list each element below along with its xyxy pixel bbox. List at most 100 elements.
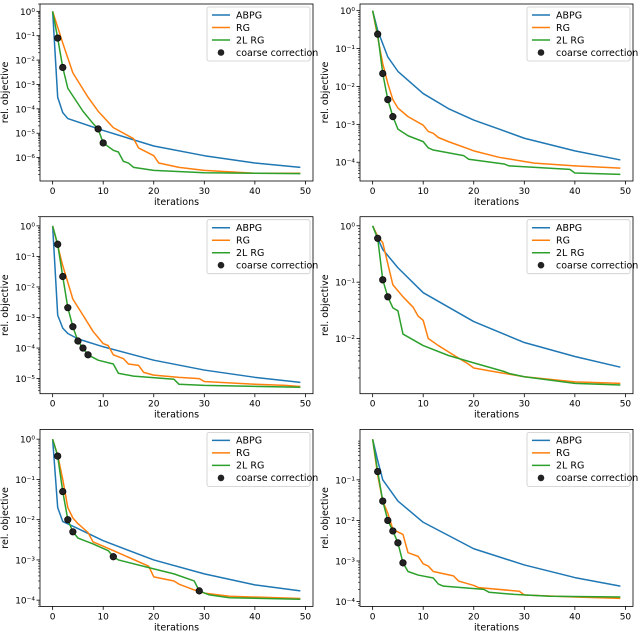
series-line-abpg bbox=[371, 225, 621, 368]
legend-label: coarse correction bbox=[236, 473, 318, 484]
coarse-correction-marker bbox=[69, 323, 77, 331]
x-tick-label: 40 bbox=[569, 400, 581, 410]
series-line-abpg bbox=[51, 11, 301, 169]
x-tick-label: 30 bbox=[199, 400, 211, 410]
x-axis-label: iterations bbox=[474, 410, 519, 421]
coarse-correction-marker bbox=[54, 34, 62, 42]
legend-marker bbox=[537, 261, 545, 269]
legend-label: ABPG bbox=[236, 436, 262, 447]
coarse-correction-marker bbox=[394, 539, 402, 547]
series-line-rg bbox=[371, 10, 621, 169]
coarse-correction-marker bbox=[94, 125, 102, 133]
coarse-correction-marker bbox=[384, 516, 392, 525]
x-tick-label: 30 bbox=[199, 187, 211, 197]
legend-marker bbox=[537, 49, 545, 56]
legend-label: RG bbox=[556, 236, 570, 247]
plot-area bbox=[371, 10, 621, 176]
subplot-1: 10⁰ 10⁻¹ 10⁻² 10⁻³ 10⁻⁴ 10⁻⁵ 10⁻⁶ 0 10 20 30 40 50 it… bbox=[0, 3, 318, 208]
coarse-correction-marker bbox=[109, 553, 117, 561]
coarse-correction-marker bbox=[379, 69, 387, 78]
coarse-correction-marker bbox=[54, 240, 62, 248]
y-tick-label: 10⁻² bbox=[335, 517, 355, 527]
coarse-correction-marker bbox=[84, 351, 92, 359]
legend-label: ABPG bbox=[556, 436, 582, 447]
legend-label: coarse correction bbox=[236, 48, 318, 59]
x-tick-label: 50 bbox=[300, 187, 312, 197]
y-tick-label: 10⁻¹ bbox=[15, 32, 35, 42]
y-tick-label: 10⁻² bbox=[335, 335, 355, 345]
x-tick-label: 50 bbox=[620, 612, 632, 622]
y-axis-label: rel. objective bbox=[320, 62, 331, 124]
series-line-rg bbox=[371, 439, 621, 600]
x-tick-label: 0 bbox=[50, 400, 56, 410]
y-tick-label: 10⁻³ bbox=[15, 81, 35, 91]
y-axis-label: rel. objective bbox=[0, 274, 11, 336]
y-tick-label: 10⁻⁴ bbox=[15, 345, 35, 355]
y-axis-label: rel. objective bbox=[320, 487, 331, 549]
x-tick-label: 10 bbox=[97, 612, 109, 622]
coarse-correction-marker bbox=[374, 467, 382, 476]
y-tick-label: 10⁻² bbox=[15, 283, 35, 293]
x-axis-label: iterations bbox=[154, 410, 199, 421]
coarse-correction-marker bbox=[389, 527, 397, 535]
y-tick-label: 10⁻¹ bbox=[335, 476, 355, 486]
y-tick-label: 10⁻³ bbox=[15, 314, 35, 324]
y-axis-label: rel. objective bbox=[320, 274, 331, 336]
x-tick-label: 50 bbox=[300, 400, 312, 410]
axes-frame bbox=[359, 3, 634, 182]
y-tick-label: 10⁻³ bbox=[335, 121, 355, 131]
axes-frame bbox=[359, 216, 634, 395]
coarse-correction-marker bbox=[59, 487, 67, 496]
coarse-correction-marker bbox=[374, 234, 382, 242]
x-tick-label: 0 bbox=[370, 612, 376, 622]
subplot-4: 10⁰ 10⁻¹ 10⁻² 0 10 20 30 40 50 iterations rel. obj… bbox=[320, 216, 638, 421]
legend-label: coarse correction bbox=[556, 48, 638, 59]
y-tick-label: 10⁻² bbox=[335, 83, 355, 93]
coarse-correction-marker bbox=[384, 96, 392, 104]
x-axis-label: iterations bbox=[474, 622, 519, 633]
y-axis-label: rel. objective bbox=[0, 62, 11, 124]
x-tick-label: 20 bbox=[468, 400, 480, 410]
legend-label: 2L RG bbox=[236, 461, 264, 472]
legend-label: RG bbox=[236, 23, 250, 34]
y-tick-label: 10⁻⁴ bbox=[15, 105, 35, 115]
coarse-correction-marker bbox=[59, 272, 67, 281]
y-tick-label: 10⁰ bbox=[340, 7, 355, 17]
y-tick-label: 10⁻³ bbox=[335, 557, 355, 567]
legend-label: 2L RG bbox=[556, 248, 584, 259]
axes-frame bbox=[359, 428, 634, 607]
legend-box bbox=[206, 219, 311, 275]
x-tick-label: 40 bbox=[569, 187, 581, 197]
x-tick-label: 0 bbox=[50, 612, 56, 622]
x-tick-label: 20 bbox=[148, 400, 160, 410]
y-tick-label: 10⁰ bbox=[20, 222, 35, 232]
legend-label: RG bbox=[556, 23, 570, 34]
y-tick-label: 10⁻¹ bbox=[335, 279, 355, 289]
subplot-2: 10⁰ 10⁻¹ 10⁻² 10⁻³ 10⁻⁴ 0 10 20 30 40 50 iterations… bbox=[320, 3, 638, 208]
x-tick-label: 10 bbox=[417, 400, 429, 410]
legend-marker bbox=[217, 261, 225, 269]
plot-area bbox=[51, 225, 301, 389]
x-tick-label: 20 bbox=[148, 187, 160, 197]
coarse-correction-marker bbox=[54, 452, 62, 460]
coarse-correction-marker bbox=[59, 63, 67, 72]
plot-area bbox=[371, 439, 621, 600]
y-axis-label: rel. objective bbox=[0, 487, 11, 549]
x-tick-label: 0 bbox=[370, 187, 376, 197]
legend-box bbox=[526, 6, 631, 62]
y-tick-label: 10⁻¹ bbox=[15, 253, 35, 263]
coarse-correction-marker bbox=[99, 139, 107, 147]
coarse-correction-marker bbox=[399, 559, 407, 567]
y-tick-label: 10⁻² bbox=[15, 57, 35, 67]
x-tick-label: 10 bbox=[417, 612, 429, 622]
series-line-rg bbox=[51, 11, 301, 174]
series-line-rg bbox=[371, 225, 621, 385]
subplot-6: 10⁻¹ 10⁻² 10⁻³ 10⁻⁴ 0 10 20 30 40 50 iterations rel… bbox=[320, 428, 638, 633]
x-axis-label: iterations bbox=[154, 622, 199, 633]
axes-frame bbox=[39, 3, 314, 182]
y-tick-label: 10⁰ bbox=[20, 436, 35, 446]
